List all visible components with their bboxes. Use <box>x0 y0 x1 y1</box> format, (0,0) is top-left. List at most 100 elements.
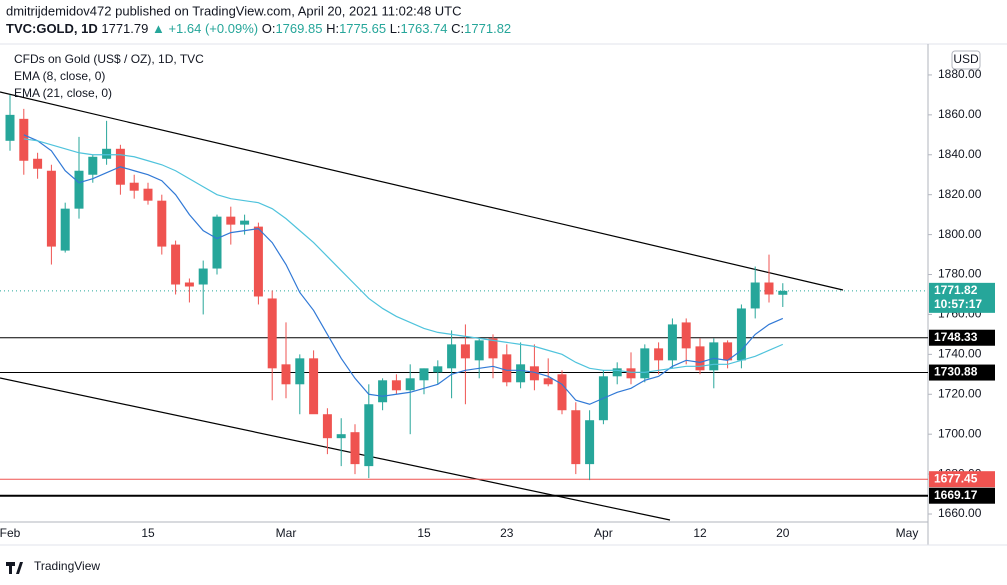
x-tick-label: 23 <box>500 526 514 540</box>
candle-body <box>612 368 622 377</box>
h-label: H: <box>326 21 339 36</box>
candle-body <box>433 366 443 373</box>
candle-body <box>557 374 567 411</box>
candle-body <box>543 378 553 385</box>
last: 1771.79 <box>101 21 148 36</box>
countdown: 10:57:17 <box>934 297 982 311</box>
candle-body <box>640 348 650 379</box>
c-label: C: <box>451 21 464 36</box>
candle-body <box>626 368 636 379</box>
candle-body <box>19 118 29 161</box>
candle-body <box>405 378 415 391</box>
level-label-box <box>929 487 995 504</box>
logo: TradingView <box>6 559 100 574</box>
level-label: 1748.33 <box>934 330 978 344</box>
y-tick-label: 1820.00 <box>938 187 982 201</box>
candle-body <box>695 346 705 371</box>
symbol: TVC:GOLD, 1D <box>6 21 98 36</box>
change: ▲ +1.64 (+0.09%) <box>152 21 258 36</box>
x-tick-label: 15 <box>141 526 155 540</box>
o-value: 1769.85 <box>275 21 322 36</box>
candle-body <box>516 364 526 383</box>
candle-body <box>74 170 84 209</box>
candle-body <box>240 220 250 225</box>
candle-body <box>419 368 429 381</box>
y-tick-label: 1880.00 <box>938 67 982 81</box>
ema-line <box>23 134 784 405</box>
y-tick-label: 1840.00 <box>938 147 982 161</box>
candle-body <box>529 366 539 381</box>
y-tick-label: 1800.00 <box>938 227 982 241</box>
candle-body <box>764 282 774 295</box>
x-tick-label: May <box>896 526 919 540</box>
candle-body <box>281 364 291 385</box>
candle-body <box>5 114 15 141</box>
y-tick-label: 1860.00 <box>938 107 982 121</box>
candle-body <box>723 342 733 361</box>
candle-body <box>474 340 484 361</box>
candle-body <box>60 208 70 251</box>
plot-area <box>0 94 928 497</box>
currency-box[interactable] <box>951 50 981 70</box>
candle-body <box>226 216 236 225</box>
published-line: dmitrijdemidov472 published on TradingVi… <box>6 3 462 18</box>
trend-line <box>0 377 671 521</box>
level-label: 1677.45 <box>934 471 978 485</box>
candle-body <box>46 170 56 247</box>
candle-body <box>750 282 760 309</box>
h-value: 1775.65 <box>339 21 386 36</box>
legend-entry: EMA (8, close, 0) <box>14 69 105 83</box>
y-tick-label: 1660.00 <box>938 506 982 520</box>
candle-body <box>378 380 388 403</box>
y-tick-label: 1780.00 <box>938 267 982 281</box>
candle-body <box>488 338 498 359</box>
logo-text: TradingView <box>34 559 100 573</box>
y-tick-label: 1700.00 <box>938 426 982 440</box>
candle-body <box>143 188 153 201</box>
level-label: 1669.17 <box>934 488 978 502</box>
l-label: L: <box>390 21 401 36</box>
candle-body <box>350 432 360 465</box>
candle-body <box>460 344 470 359</box>
level-label-box <box>929 471 995 488</box>
candle-body <box>681 322 691 349</box>
candle-body <box>33 158 43 169</box>
trend-line <box>0 91 844 291</box>
candle-body <box>253 226 263 297</box>
candle-body <box>391 380 401 391</box>
candle-body <box>336 434 346 439</box>
candle-body <box>571 410 581 465</box>
candle-body <box>267 298 277 369</box>
candle-body <box>322 414 332 439</box>
candle-body <box>502 354 512 383</box>
level-label: 1730.88 <box>934 365 978 379</box>
candle-body <box>171 244 181 285</box>
candle-body <box>778 290 788 295</box>
level-label-box <box>929 364 995 381</box>
ema-line <box>23 138 784 373</box>
x-tick-label: Mar <box>276 526 297 540</box>
chart-title: CFDs on Gold (US$ / OZ), 1D, TVC <box>14 52 204 66</box>
y-tick-label: 1740.00 <box>938 347 982 361</box>
logo-mark <box>6 562 23 574</box>
x-tick-label: 12 <box>693 526 707 540</box>
candle-body <box>585 420 595 465</box>
candle-body <box>157 200 167 247</box>
l-value: 1763.74 <box>401 21 448 36</box>
candle-body <box>198 268 208 285</box>
candle-body <box>102 148 112 159</box>
x-tick-label: Apr <box>594 526 613 540</box>
currency[interactable]: USD <box>953 52 979 66</box>
candle-body <box>184 282 194 287</box>
candle-body <box>667 324 677 361</box>
candle-body <box>129 182 139 191</box>
o-label: O: <box>262 21 276 36</box>
level-label-box <box>929 329 995 346</box>
x-tick-label: 20 <box>776 526 790 540</box>
candle-body <box>295 358 305 385</box>
symbol-line: TVC:GOLD, 1D 1771.79 ▲ +1.64 (+0.09%) O:… <box>6 21 511 36</box>
last-price-label: 1771.82 <box>934 283 978 297</box>
candle-body <box>654 348 664 361</box>
last-price-label-box <box>929 282 995 313</box>
